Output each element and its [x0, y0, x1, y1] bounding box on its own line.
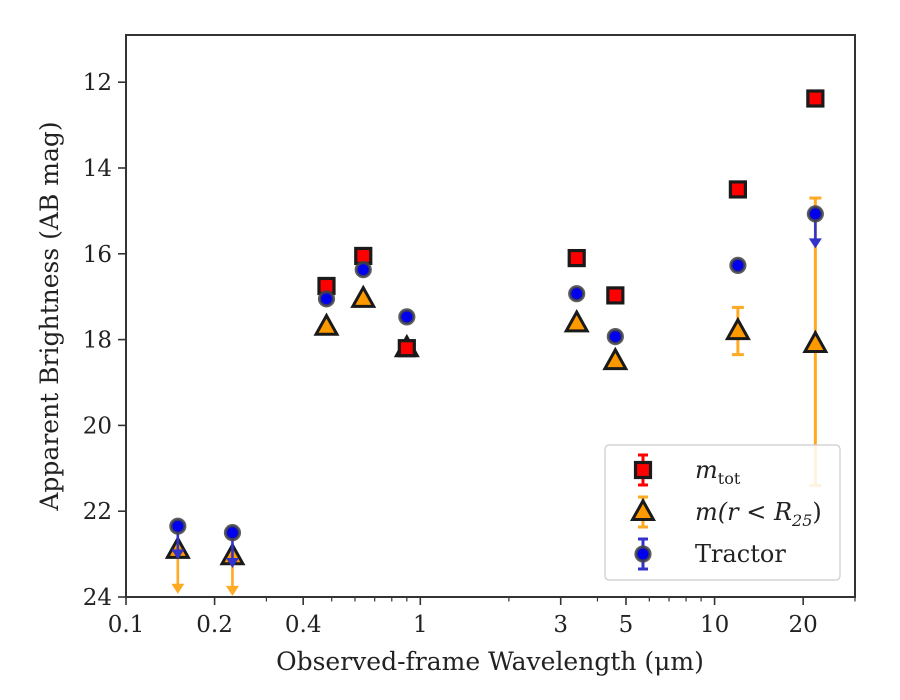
data-point-mtot [806, 89, 825, 108]
x-tick-label: 1 [413, 612, 428, 638]
data-point-mtot [397, 339, 416, 358]
y-tick-label: 18 [83, 328, 112, 354]
legend-marker-mr25 [630, 497, 656, 522]
data-point-mr25 [313, 312, 340, 336]
legend: mtot m(r < R25) Tractor [604, 444, 841, 581]
series-mtot [317, 89, 825, 358]
data-point-mtot [567, 248, 586, 268]
series-tractor [169, 205, 824, 568]
y-tick-label: 20 [83, 413, 112, 439]
y-tick-label: 22 [83, 499, 112, 525]
plot-frame [125, 34, 856, 598]
data-point-tractor [398, 308, 416, 326]
legend-box [604, 444, 841, 581]
upper-limit-arrow-head [225, 585, 239, 596]
x-axis-ticks: 0.1 0.2 0.4 1 3 5 10 20 [108, 597, 856, 638]
data-point-tractor [223, 524, 242, 542]
upper-limit-arrow-head [808, 238, 822, 249]
data-point-mtot [728, 180, 747, 199]
data-point-mr25 [724, 316, 751, 341]
data-point-tractor [354, 261, 372, 279]
y-tick-label: 14 [83, 156, 112, 182]
upper-limit-arrow-head [171, 549, 185, 560]
legend-label-mr25: m(r < R25) [695, 498, 822, 530]
x-axis-label: Observed-frame Wavelength (μm) [276, 647, 704, 676]
legend-marker-tractor [634, 545, 652, 563]
x-tick-label: 10 [700, 612, 729, 638]
data-point-mr25 [563, 309, 590, 333]
data-point-tractor [568, 285, 586, 303]
data-point-tractor [806, 205, 824, 223]
data-point-mr25 [350, 284, 377, 308]
x-tick-label: 5 [619, 612, 634, 638]
x-tick-label: 0.4 [285, 612, 322, 638]
legend-label-tractor: Tractor [695, 540, 786, 568]
data-point-tractor [169, 517, 187, 535]
data-point-mr25 [602, 346, 629, 371]
data-point-mtot [606, 286, 625, 305]
legend-marker-mtot [633, 460, 653, 480]
x-tick-label: 3 [553, 612, 568, 638]
data-point-tractor [606, 327, 624, 346]
data-point-tractor [317, 290, 336, 308]
y-axis-ticks: 12 14 16 18 20 22 24 [83, 70, 126, 611]
y-axis-label: Apparent Brightness (AB mag) [35, 121, 64, 511]
upper-limit-arrow-head [225, 557, 239, 568]
plot-marks [164, 89, 829, 596]
x-tick-label: 0.1 [108, 612, 145, 638]
x-tick-label: 20 [789, 612, 818, 638]
y-tick-label: 12 [83, 70, 112, 96]
x-tick-label: 0.2 [196, 612, 233, 638]
legend-label-mtot: mtot [695, 456, 741, 488]
y-tick-label: 24 [83, 585, 112, 611]
y-tick-label: 16 [83, 242, 112, 268]
data-point-mr25 [802, 329, 829, 353]
upper-limit-arrow-head [171, 583, 185, 594]
data-point-tractor [729, 256, 747, 274]
